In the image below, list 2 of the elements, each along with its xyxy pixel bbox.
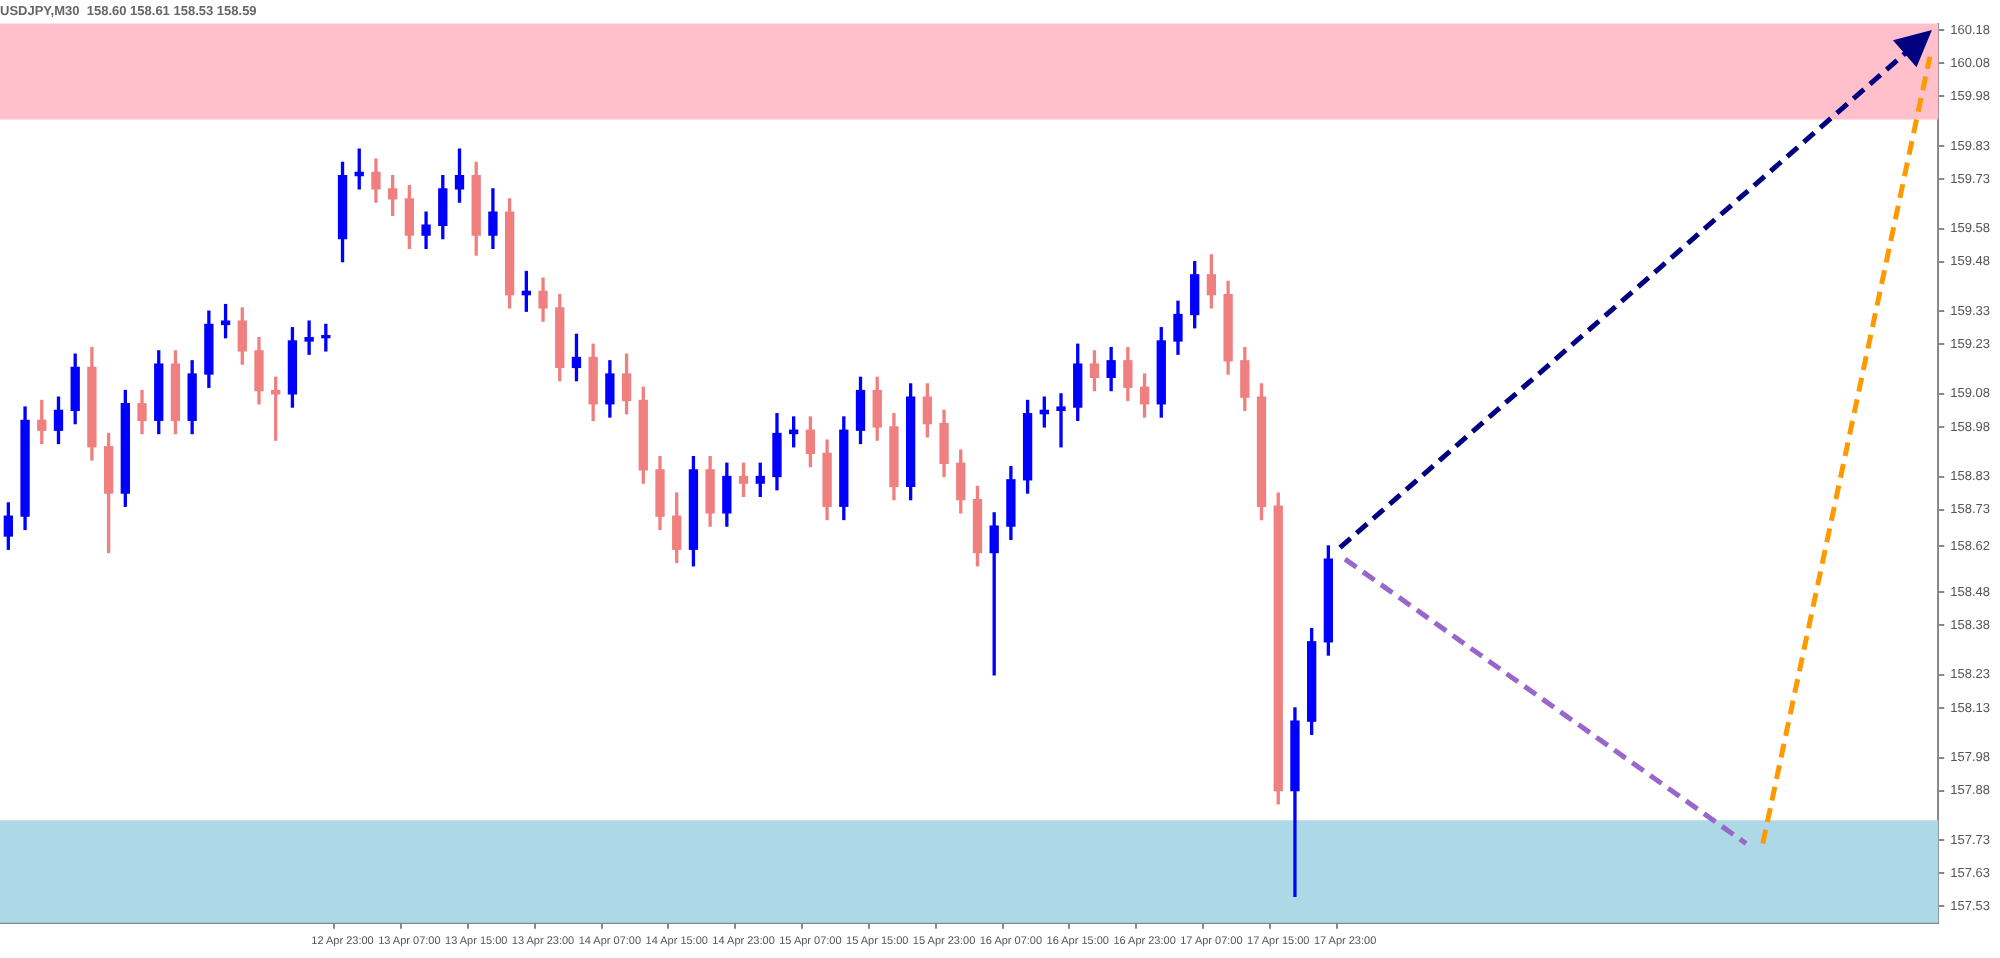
candlestick — [304, 320, 314, 355]
candlestick — [1056, 393, 1066, 448]
